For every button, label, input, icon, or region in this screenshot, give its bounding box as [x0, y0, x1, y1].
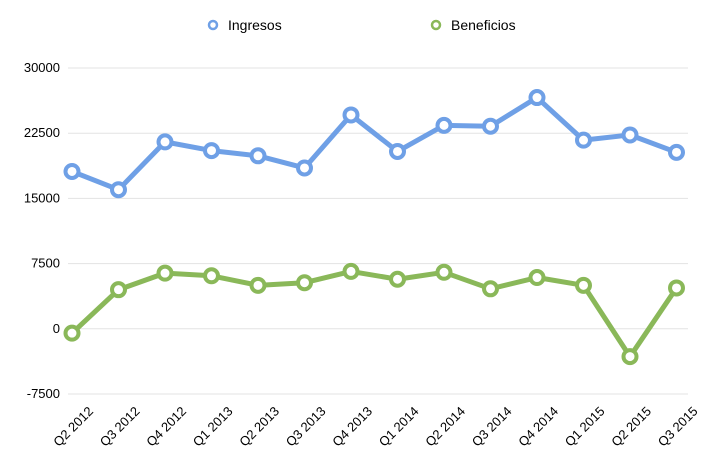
x-tick-label: Q4 2012	[143, 404, 189, 450]
data-point-beneficios	[621, 348, 639, 366]
y-tick-label: 7500	[31, 256, 60, 271]
legend-marker-beneficios	[430, 19, 442, 31]
y-axis-tick-labels: -7500 0 7500 15000 22500 30000	[24, 60, 60, 401]
data-point-beneficios	[342, 262, 360, 280]
data-point-ingresos	[435, 116, 453, 134]
data-point-beneficios	[296, 274, 313, 292]
x-tick-label: Q3 2014	[469, 404, 515, 450]
x-tick-label: Q2 2012	[50, 404, 96, 450]
y-tick-label: 30000	[24, 60, 60, 75]
x-tick-label: Q2 2013	[236, 404, 282, 450]
data-point-ingresos	[203, 142, 220, 160]
data-point-ingresos	[296, 159, 313, 177]
data-point-beneficios	[203, 267, 220, 285]
data-point-beneficios	[249, 276, 267, 294]
data-point-beneficios	[668, 279, 685, 297]
x-tick-label: Q2 2014	[422, 404, 468, 450]
y-tick-label: 0	[53, 321, 60, 336]
x-tick-label: Q4 2013	[329, 404, 375, 450]
data-point-beneficios	[482, 280, 499, 298]
y-tick-label: 22500	[24, 125, 60, 140]
data-point-ingresos	[621, 126, 639, 144]
data-point-ingresos	[482, 117, 499, 135]
data-point-beneficios	[63, 324, 81, 342]
x-tick-label: Q1 2014	[376, 404, 422, 450]
legend-marker-ingresos	[207, 19, 219, 31]
legend-label-ingresos: Ingresos	[228, 17, 282, 33]
series-points	[63, 89, 685, 366]
data-point-beneficios	[110, 281, 127, 299]
data-point-beneficios	[575, 276, 592, 294]
x-axis-tick-labels: Q2 2012 Q3 2012 Q4 2012 Q1 2013 Q2 2013 Q3 20…	[50, 404, 700, 450]
x-tick-label: Q3 2012	[97, 404, 143, 450]
x-tick-label: Q1 2013	[190, 404, 236, 450]
data-point-ingresos	[528, 89, 546, 107]
data-point-ingresos	[342, 106, 360, 124]
x-tick-label: Q3 2015	[655, 404, 701, 450]
data-point-ingresos	[668, 143, 685, 161]
x-tick-label: Q4 2014	[515, 404, 561, 450]
data-point-beneficios	[389, 270, 406, 288]
x-tick-label: Q1 2015	[562, 404, 608, 450]
legend: Ingresos Beneficios	[207, 17, 516, 33]
data-point-ingresos	[110, 181, 127, 199]
data-point-ingresos	[575, 131, 592, 149]
gridlines	[68, 67, 688, 395]
data-point-beneficios	[156, 264, 174, 282]
data-point-ingresos	[63, 162, 81, 180]
data-point-ingresos	[249, 147, 267, 165]
x-tick-label: Q3 2013	[283, 404, 329, 450]
y-tick-label: -7500	[27, 386, 60, 401]
data-point-ingresos	[156, 133, 174, 151]
data-point-beneficios	[528, 269, 546, 287]
data-point-ingresos	[389, 142, 406, 160]
y-tick-label: 15000	[24, 190, 60, 205]
legend-label-beneficios: Beneficios	[451, 17, 516, 33]
data-point-beneficios	[435, 263, 453, 281]
x-tick-label: Q2 2015	[608, 404, 654, 450]
